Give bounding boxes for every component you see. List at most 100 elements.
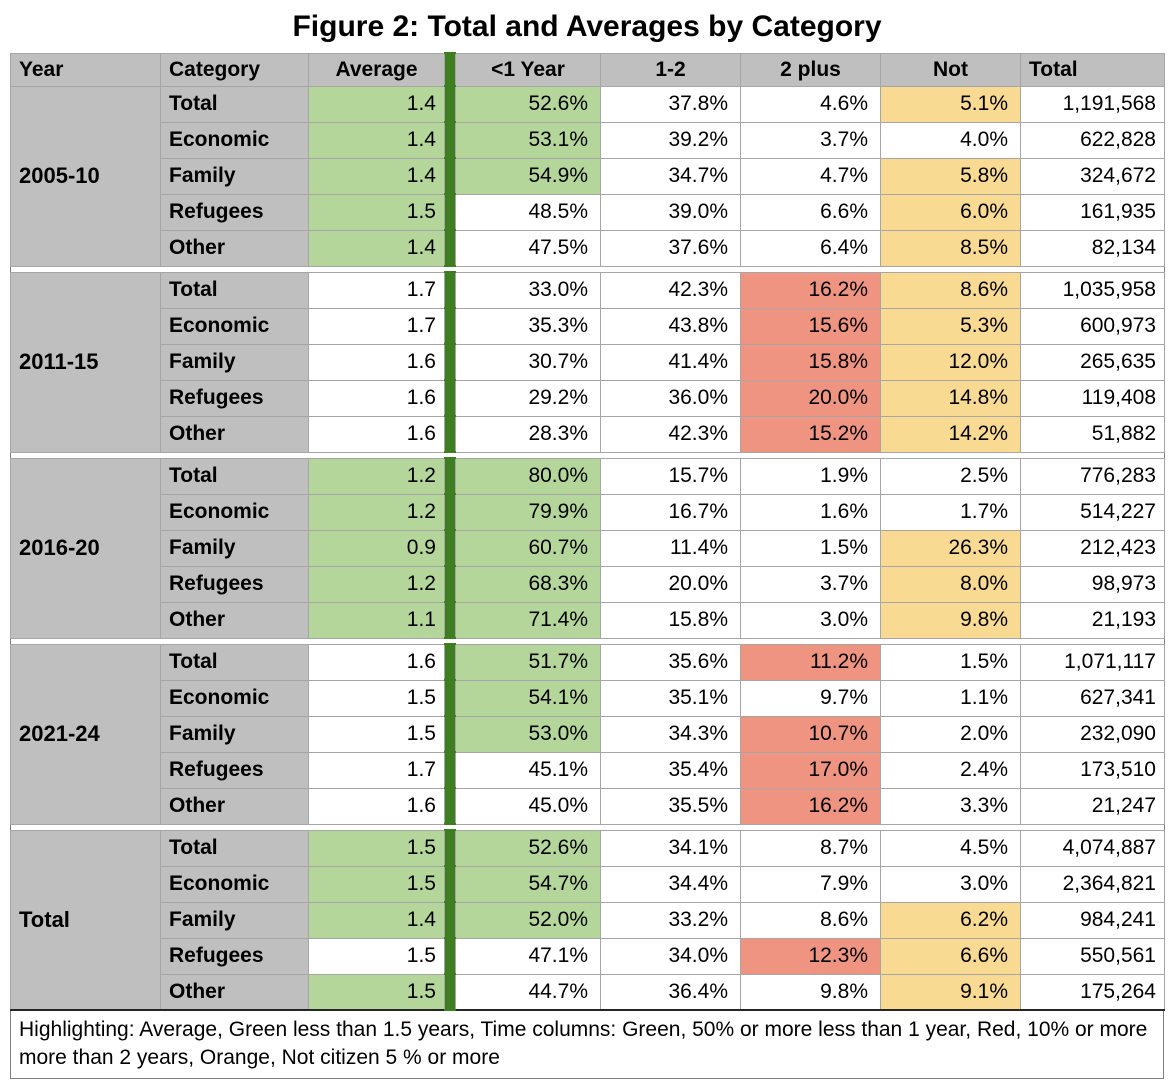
total-count-cell: 324,672 (1020, 157, 1165, 195)
average-cell: 1.4 (308, 901, 445, 939)
col-header-total: Total (1020, 52, 1165, 87)
category-cell: Family (160, 343, 309, 381)
one-to-two-cell: 35.5% (600, 787, 741, 825)
category-cell: Other (160, 787, 309, 825)
figure-table: Year Category Average <1 Year 1-2 2 plus… (10, 52, 1165, 1011)
col-header-not-citizen: Not (880, 52, 1021, 87)
category-cell: Refugees (160, 565, 309, 603)
one-to-two-cell: 34.1% (600, 829, 741, 867)
not-citizen-cell: 1.1% (880, 679, 1021, 717)
green-divider-bar (444, 307, 456, 345)
average-cell: 1.5 (308, 973, 445, 1011)
table-row: Refugees 1.2 68.3% 20.0% 3.7% 8.0% 98,973 (11, 565, 1165, 603)
under-1-year-cell: 48.5% (455, 193, 601, 231)
highlighting-legend: Highlighting: Average, Green less than 1… (10, 1011, 1164, 1080)
under-1-year-cell: 52.6% (455, 85, 601, 123)
green-divider-bar (444, 493, 456, 531)
year-group-cell: Total (10, 829, 161, 1011)
total-count-cell: 1,035,958 (1020, 271, 1165, 309)
two-plus-cell: 20.0% (740, 379, 881, 417)
not-citizen-cell: 2.0% (880, 715, 1021, 753)
one-to-two-cell: 15.7% (600, 457, 741, 495)
not-citizen-cell: 2.5% (880, 457, 1021, 495)
col-header-under-1-year: <1 Year (455, 52, 601, 87)
not-citizen-cell: 3.3% (880, 787, 1021, 825)
two-plus-cell: 7.9% (740, 865, 881, 903)
not-citizen-cell: 6.2% (880, 901, 1021, 939)
category-cell: Economic (160, 493, 309, 531)
col-header-2-plus: 2 plus (740, 52, 881, 87)
figure-page: Figure 2: Total and Averages by Category… (10, 0, 1165, 1080)
total-count-cell: 175,264 (1020, 973, 1165, 1011)
two-plus-cell: 8.6% (740, 901, 881, 939)
average-cell: 1.5 (308, 715, 445, 753)
category-cell: Refugees (160, 379, 309, 417)
green-divider-bar (444, 751, 456, 789)
category-cell: Family (160, 715, 309, 753)
green-divider-bar (444, 565, 456, 603)
table-row: Economic 1.4 53.1% 39.2% 3.7% 4.0% 622,828 (11, 121, 1165, 159)
category-cell: Total (160, 829, 309, 867)
year-group-cell: 2021-24 (10, 643, 161, 825)
total-count-cell: 550,561 (1020, 937, 1165, 975)
total-count-cell: 161,935 (1020, 193, 1165, 231)
under-1-year-cell: 45.0% (455, 787, 601, 825)
average-cell: 1.4 (308, 157, 445, 195)
green-divider-bar (444, 85, 456, 123)
two-plus-cell: 11.2% (740, 643, 881, 681)
average-cell: 1.7 (308, 751, 445, 789)
one-to-two-cell: 34.3% (600, 715, 741, 753)
green-divider-bar (444, 973, 456, 1011)
not-citizen-cell: 26.3% (880, 529, 1021, 567)
col-header-average: Average (308, 52, 445, 87)
two-plus-cell: 4.6% (740, 85, 881, 123)
category-cell: Total (160, 457, 309, 495)
table-row: 2011-15 Total 1.7 33.0% 42.3% 16.2% 8.6% 1,035,… (10, 271, 1165, 453)
one-to-two-cell: 39.2% (600, 121, 741, 159)
one-to-two-cell: 37.6% (600, 229, 741, 267)
table-row: Family 1.4 52.0% 33.2% 8.6% 6.2% 984,241 (11, 901, 1165, 939)
year-group-cell: 2016-20 (10, 457, 161, 639)
total-count-cell: 232,090 (1020, 715, 1165, 753)
average-cell: 1.5 (308, 865, 445, 903)
average-cell: 1.5 (308, 937, 445, 975)
two-plus-cell: 9.7% (740, 679, 881, 717)
not-citizen-cell: 3.0% (880, 865, 1021, 903)
not-citizen-cell: 14.8% (880, 379, 1021, 417)
two-plus-cell: 15.2% (740, 415, 881, 453)
one-to-two-cell: 33.2% (600, 901, 741, 939)
green-divider-bar (444, 937, 456, 975)
under-1-year-cell: 53.1% (455, 121, 601, 159)
green-divider-bar (444, 601, 456, 639)
green-divider-bar (444, 457, 456, 495)
total-count-cell: 627,341 (1020, 679, 1165, 717)
average-cell: 0.9 (308, 529, 445, 567)
one-to-two-cell: 42.3% (600, 415, 741, 453)
under-1-year-cell: 79.9% (455, 493, 601, 531)
one-to-two-cell: 35.6% (600, 643, 741, 681)
two-plus-cell: 4.7% (740, 157, 881, 195)
not-citizen-cell: 8.6% (880, 271, 1021, 309)
table-row: Family 0.9 60.7% 11.4% 1.5% 26.3% 212,423 (11, 529, 1165, 567)
category-cell: Other (160, 973, 309, 1011)
under-1-year-cell: 54.7% (455, 865, 601, 903)
two-plus-cell: 3.0% (740, 601, 881, 639)
category-cell: Refugees (160, 937, 309, 975)
under-1-year-cell: 54.1% (455, 679, 601, 717)
table-row: Refugees 1.5 47.1% 34.0% 12.3% 6.6% 550,561 (11, 937, 1165, 975)
one-to-two-cell: 39.0% (600, 193, 741, 231)
table-row: Refugees 1.7 45.1% 35.4% 17.0% 2.4% 173,510 (11, 751, 1165, 789)
green-divider-bar (444, 415, 456, 453)
one-to-two-cell: 36.4% (600, 973, 741, 1011)
under-1-year-cell: 54.9% (455, 157, 601, 195)
one-to-two-cell: 34.0% (600, 937, 741, 975)
category-cell: Family (160, 157, 309, 195)
not-citizen-cell: 4.5% (880, 829, 1021, 867)
two-plus-cell: 1.5% (740, 529, 881, 567)
not-citizen-cell: 5.8% (880, 157, 1021, 195)
not-citizen-cell: 1.7% (880, 493, 1021, 531)
col-header-year: Year (10, 52, 161, 87)
under-1-year-cell: 28.3% (455, 415, 601, 453)
table-row: Total Total 1.5 52.6% 34.1% 8.7% 4.5% 4,074,887 (10, 829, 1165, 1011)
table-row: 2005-10 Total 1.4 52.6% 37.8% 4.6% 5.1% 1,191,5… (10, 85, 1165, 267)
